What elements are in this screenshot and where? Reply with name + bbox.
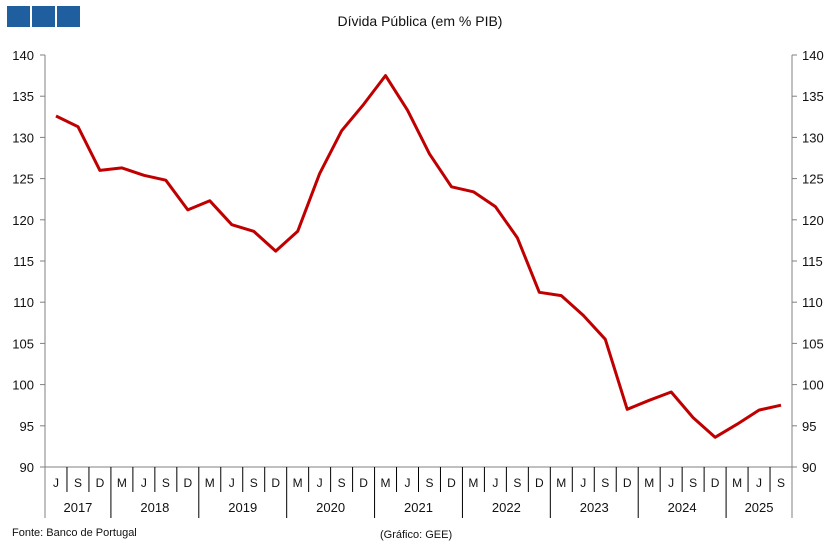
y-tick-label-left: 95 bbox=[20, 419, 34, 434]
y-tick-label-right: 125 bbox=[802, 172, 824, 187]
x-quarter-label: D bbox=[96, 476, 105, 490]
x-year-label: 2017 bbox=[63, 500, 92, 515]
y-tick-label-left: 100 bbox=[12, 378, 34, 393]
x-year-label: 2018 bbox=[140, 500, 169, 515]
source-note: Fonte: Banco de Portugal bbox=[12, 527, 137, 539]
x-quarter-label: M bbox=[293, 476, 303, 490]
x-quarter-label: D bbox=[535, 476, 544, 490]
gee-logo bbox=[7, 6, 80, 27]
x-quarter-label: J bbox=[53, 476, 59, 490]
x-quarter-label: D bbox=[447, 476, 456, 490]
x-quarter-label: S bbox=[162, 476, 170, 490]
x-quarter-label: M bbox=[468, 476, 478, 490]
y-tick-label-right: 140 bbox=[802, 48, 824, 63]
x-quarter-label: S bbox=[250, 476, 258, 490]
x-quarter-label: M bbox=[556, 476, 566, 490]
x-quarter-label: D bbox=[271, 476, 280, 490]
y-tick-label-right: 105 bbox=[802, 336, 824, 351]
x-year-label: 2020 bbox=[316, 500, 345, 515]
x-quarter-label: M bbox=[644, 476, 654, 490]
logo-square bbox=[7, 6, 30, 27]
x-quarter-label: D bbox=[711, 476, 720, 490]
x-quarter-label: D bbox=[623, 476, 632, 490]
x-quarter-label: M bbox=[732, 476, 742, 490]
y-tick-label-right: 110 bbox=[802, 295, 823, 310]
x-quarter-label: S bbox=[425, 476, 433, 490]
x-quarter-label: D bbox=[359, 476, 368, 490]
y-tick-label-left: 140 bbox=[12, 48, 34, 63]
x-quarter-label: M bbox=[205, 476, 215, 490]
logo-square bbox=[32, 6, 55, 27]
y-tick-label-left: 130 bbox=[12, 130, 34, 145]
x-quarter-label: M bbox=[381, 476, 391, 490]
x-quarter-label: J bbox=[405, 476, 411, 490]
y-tick-label-right: 115 bbox=[802, 254, 823, 269]
series-line bbox=[56, 76, 781, 438]
x-quarter-label: J bbox=[492, 476, 498, 490]
y-tick-label-left: 90 bbox=[20, 460, 34, 475]
x-quarter-label: S bbox=[777, 476, 785, 490]
x-quarter-label: J bbox=[229, 476, 235, 490]
y-tick-label-left: 120 bbox=[12, 213, 34, 228]
y-tick-label-right: 120 bbox=[802, 213, 824, 228]
x-year-label: 2024 bbox=[668, 500, 697, 515]
y-tick-label-left: 135 bbox=[12, 89, 34, 104]
x-quarter-label: S bbox=[338, 476, 346, 490]
y-tick-label-right: 100 bbox=[802, 378, 824, 393]
x-quarter-label: J bbox=[580, 476, 586, 490]
y-tick-label-right: 130 bbox=[802, 130, 824, 145]
credit-note: (Gráfico: GEE) bbox=[380, 529, 452, 541]
x-quarter-label: S bbox=[601, 476, 609, 490]
x-quarter-label: D bbox=[183, 476, 192, 490]
x-year-label: 2023 bbox=[580, 500, 609, 515]
x-quarter-label: S bbox=[513, 476, 521, 490]
logo-square bbox=[57, 6, 80, 27]
chart-title: Dívida Pública (em % PIB) bbox=[338, 13, 503, 29]
y-tick-label-right: 90 bbox=[802, 460, 816, 475]
x-quarter-label: J bbox=[668, 476, 674, 490]
x-year-label: 2022 bbox=[492, 500, 521, 515]
x-year-label: 2019 bbox=[228, 500, 257, 515]
x-quarter-label: S bbox=[74, 476, 82, 490]
x-year-label: 2021 bbox=[404, 500, 433, 515]
x-year-label: 2025 bbox=[745, 500, 774, 515]
y-tick-label-left: 125 bbox=[12, 172, 34, 187]
y-tick-label-left: 115 bbox=[13, 254, 34, 269]
y-tick-label-right: 135 bbox=[802, 89, 824, 104]
y-tick-label-right: 95 bbox=[802, 419, 816, 434]
x-quarter-label: J bbox=[141, 476, 147, 490]
x-quarter-label: S bbox=[689, 476, 697, 490]
y-tick-label-left: 110 bbox=[13, 295, 34, 310]
x-quarter-label: M bbox=[117, 476, 127, 490]
x-quarter-label: J bbox=[756, 476, 762, 490]
y-tick-label-left: 105 bbox=[12, 336, 34, 351]
x-quarter-label: J bbox=[317, 476, 323, 490]
